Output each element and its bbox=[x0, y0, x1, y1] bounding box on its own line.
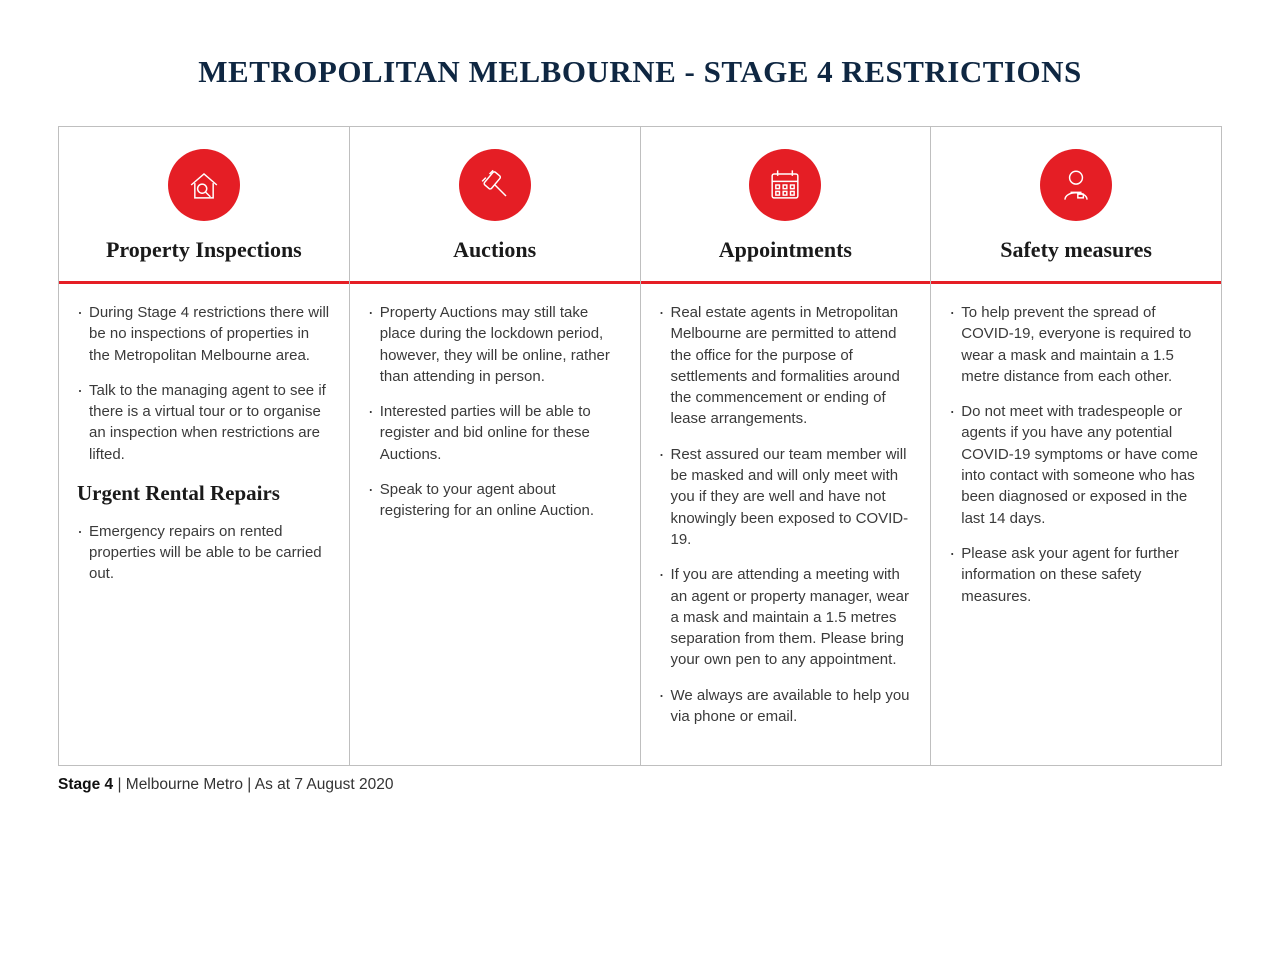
column-header: Property Inspections bbox=[59, 127, 349, 284]
column-body: To help prevent the spread of COVID-19, … bbox=[931, 284, 1221, 645]
column-appointments: Appointments Real estate agents in Metro… bbox=[641, 127, 932, 765]
column-title: Appointments bbox=[651, 237, 921, 263]
footer-stage: Stage 4 bbox=[58, 776, 113, 793]
page-title: METROPOLITAN MELBOURNE - STAGE 4 RESTRIC… bbox=[58, 54, 1222, 90]
column-body: During Stage 4 restrictions there will b… bbox=[59, 284, 349, 623]
column-auctions: Auctions Property Auctions may still tak… bbox=[350, 127, 641, 765]
info-grid: Property Inspections During Stage 4 rest… bbox=[58, 126, 1222, 766]
gavel-icon bbox=[459, 149, 531, 221]
list-item: Emergency repairs on rented properties w… bbox=[77, 521, 331, 585]
subheading-urgent-repairs: Urgent Rental Repairs bbox=[77, 479, 331, 509]
list-item: Do not meet with tradespeople or agents … bbox=[949, 401, 1203, 529]
footer-text: | Melbourne Metro | As at 7 August 2020 bbox=[113, 776, 393, 793]
list-item: Interested parties will be able to regis… bbox=[368, 401, 622, 465]
person-badge-icon bbox=[1040, 149, 1112, 221]
list-item: If you are attending a meeting with an a… bbox=[659, 564, 913, 670]
page: METROPOLITAN MELBOURNE - STAGE 4 RESTRIC… bbox=[0, 0, 1280, 794]
column-safety-measures: Safety measures To help prevent the spre… bbox=[931, 127, 1222, 765]
list-item: During Stage 4 restrictions there will b… bbox=[77, 302, 331, 366]
list-item: Speak to your agent about registering fo… bbox=[368, 479, 622, 522]
list-item: Property Auctions may still take place d… bbox=[368, 302, 622, 387]
column-title: Property Inspections bbox=[69, 237, 339, 263]
list-item: Rest assured our team member will be mas… bbox=[659, 444, 913, 550]
list-item: Please ask your agent for further inform… bbox=[949, 543, 1203, 607]
column-header: Auctions bbox=[350, 127, 640, 284]
column-body: Property Auctions may still take place d… bbox=[350, 284, 640, 560]
column-property-inspections: Property Inspections During Stage 4 rest… bbox=[59, 127, 350, 765]
column-header: Appointments bbox=[641, 127, 931, 284]
column-title: Safety measures bbox=[941, 237, 1211, 263]
house-search-icon bbox=[168, 149, 240, 221]
column-title: Auctions bbox=[360, 237, 630, 263]
column-body: Real estate agents in Metropolitan Melbo… bbox=[641, 284, 931, 765]
footer: Stage 4 | Melbourne Metro | As at 7 Augu… bbox=[58, 776, 1222, 794]
list-item: To help prevent the spread of COVID-19, … bbox=[949, 302, 1203, 387]
list-item: Real estate agents in Metropolitan Melbo… bbox=[659, 302, 913, 430]
list-item: We always are available to help you via … bbox=[659, 685, 913, 728]
calendar-icon bbox=[749, 149, 821, 221]
column-header: Safety measures bbox=[931, 127, 1221, 284]
list-item: Talk to the managing agent to see if the… bbox=[77, 380, 331, 465]
